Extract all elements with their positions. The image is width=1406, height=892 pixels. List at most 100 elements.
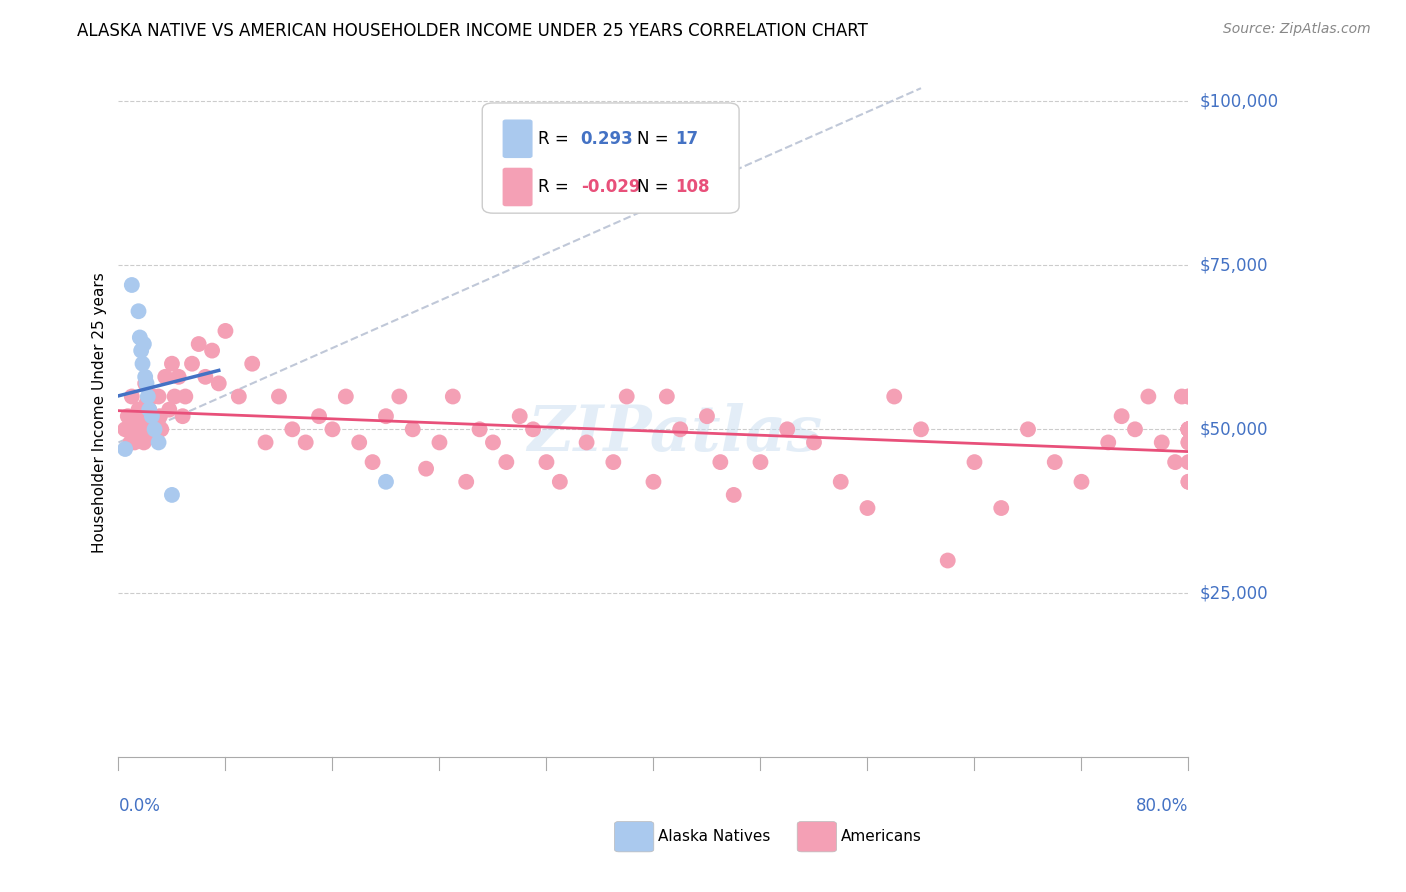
Point <box>856 501 879 516</box>
Point <box>145 429 167 443</box>
Point <box>141 409 163 424</box>
Point <box>548 475 571 489</box>
Point <box>187 337 209 351</box>
Point <box>172 409 194 424</box>
Point <box>441 390 464 404</box>
Point <box>135 396 157 410</box>
Point <box>1177 435 1199 450</box>
Point <box>131 409 153 424</box>
Point <box>1137 390 1160 404</box>
Point <box>148 435 170 450</box>
Point <box>1177 435 1199 450</box>
Text: ZIPatlas: ZIPatlas <box>527 403 823 465</box>
Point <box>157 402 180 417</box>
Point <box>160 357 183 371</box>
Point <box>1177 475 1199 489</box>
Point <box>132 435 155 450</box>
Point <box>167 369 190 384</box>
Point <box>495 455 517 469</box>
Point <box>429 435 451 450</box>
Text: 0.0%: 0.0% <box>118 797 160 814</box>
Point <box>830 475 852 489</box>
Point <box>138 402 160 417</box>
Point <box>963 455 986 469</box>
Point <box>468 422 491 436</box>
Point <box>709 455 731 469</box>
Point <box>803 435 825 450</box>
Point <box>883 390 905 404</box>
Point <box>141 409 163 424</box>
Point <box>456 475 478 489</box>
Point <box>208 376 231 391</box>
Point <box>1123 422 1146 436</box>
Point <box>1177 422 1199 436</box>
Point <box>149 409 172 424</box>
Text: N =: N = <box>637 129 669 148</box>
Point <box>723 488 745 502</box>
Point <box>138 402 160 417</box>
Text: $75,000: $75,000 <box>1199 256 1268 275</box>
Point <box>669 422 692 436</box>
Point <box>155 369 177 384</box>
Point <box>281 422 304 436</box>
Point <box>361 455 384 469</box>
Point <box>1150 435 1173 450</box>
Point <box>127 429 149 443</box>
Point <box>240 357 263 371</box>
Text: 0.293: 0.293 <box>581 129 634 148</box>
Point <box>402 422 425 436</box>
Point <box>128 304 150 318</box>
Text: R =: R = <box>538 178 568 196</box>
Point <box>121 278 143 293</box>
Point <box>131 357 153 371</box>
Point <box>128 330 150 344</box>
Text: $50,000: $50,000 <box>1199 420 1268 438</box>
Point <box>132 337 155 351</box>
Point <box>1017 422 1039 436</box>
Point <box>1111 409 1133 424</box>
Point <box>655 390 678 404</box>
Point <box>482 435 505 450</box>
Point <box>1177 422 1199 436</box>
Point <box>509 409 531 424</box>
Point <box>616 390 638 404</box>
Text: R =: R = <box>538 129 568 148</box>
Point <box>194 369 217 384</box>
Point <box>117 409 139 424</box>
Point <box>120 435 142 450</box>
Point <box>143 422 166 436</box>
Text: Americans: Americans <box>841 830 922 844</box>
Point <box>696 409 718 424</box>
Text: Alaska Natives: Alaska Natives <box>658 830 770 844</box>
Text: ALASKA NATIVE VS AMERICAN HOUSEHOLDER INCOME UNDER 25 YEARS CORRELATION CHART: ALASKA NATIVE VS AMERICAN HOUSEHOLDER IN… <box>77 22 869 40</box>
Point <box>128 416 150 430</box>
Point <box>163 390 186 404</box>
Text: N =: N = <box>637 178 669 196</box>
Point <box>129 343 152 358</box>
Point <box>990 501 1012 516</box>
Y-axis label: Householder Income Under 25 years: Householder Income Under 25 years <box>93 273 107 553</box>
Point <box>522 422 544 436</box>
Point <box>335 390 357 404</box>
Point <box>1097 435 1119 450</box>
Text: 17: 17 <box>675 129 697 148</box>
Point <box>388 390 411 404</box>
Point <box>114 442 136 456</box>
Point <box>375 475 398 489</box>
Point <box>643 475 665 489</box>
Point <box>129 422 152 436</box>
Point <box>1171 390 1194 404</box>
Point <box>910 422 932 436</box>
Point <box>114 422 136 436</box>
Point <box>201 343 224 358</box>
Point <box>254 435 277 450</box>
Point <box>1177 422 1199 436</box>
Point <box>1070 475 1092 489</box>
Point <box>575 435 598 450</box>
Point <box>142 390 165 404</box>
Point <box>148 390 170 404</box>
Point <box>135 376 157 391</box>
FancyBboxPatch shape <box>502 168 533 206</box>
Point <box>174 390 197 404</box>
Point <box>1177 390 1199 404</box>
